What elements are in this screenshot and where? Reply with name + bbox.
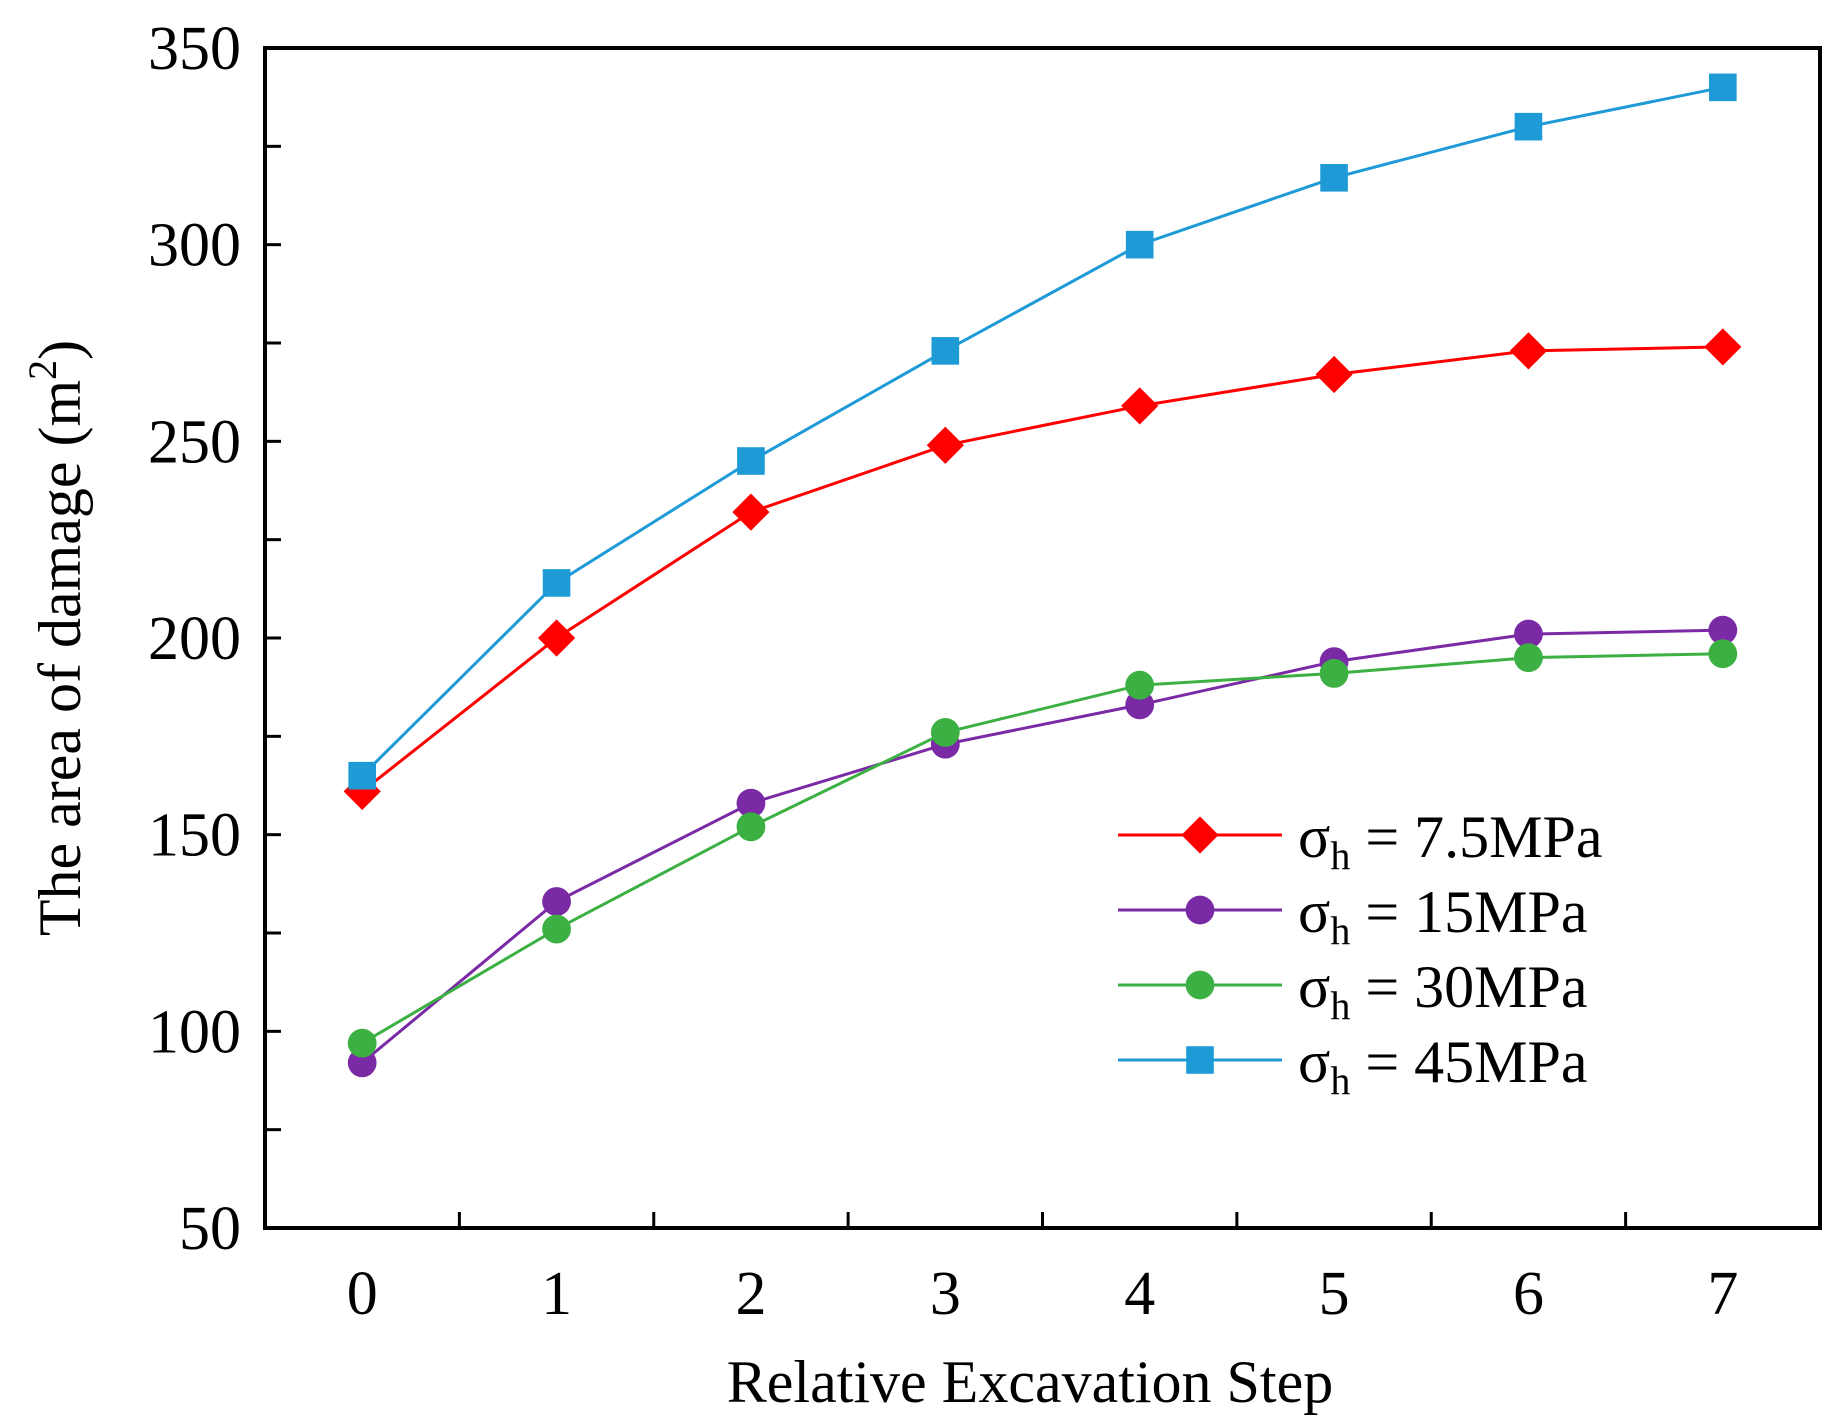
x-tick-label: 1 <box>541 1260 572 1328</box>
data-point-square <box>1125 230 1154 259</box>
y-axis-title-superscript: 2 <box>20 360 65 380</box>
data-point-square <box>1320 164 1348 192</box>
data-point-square <box>1514 112 1543 141</box>
series-line <box>361 652 1723 1045</box>
y-tick-label: 150 <box>148 802 241 870</box>
y-tick-label: 350 <box>148 15 241 83</box>
y-axis-ticks: 50 100 150 200 250 300 350 <box>148 15 281 1263</box>
x-tick-label: 4 <box>1124 1260 1155 1328</box>
data-point-diamond <box>537 619 576 657</box>
y-tick-label: 100 <box>148 998 241 1066</box>
data-point-circle <box>1708 639 1738 669</box>
legend-label: σh = 30MPa <box>1298 954 1588 1028</box>
x-tick-label: 6 <box>1513 1260 1544 1328</box>
legend-item-1: σh = 7.5MPa <box>1118 804 1603 878</box>
data-point-diamond <box>1181 816 1219 854</box>
series-1 <box>343 328 1742 810</box>
data-point-square <box>1186 1046 1214 1074</box>
data-point-circle <box>1185 970 1215 1000</box>
series-3 <box>347 639 1738 1058</box>
data-point-circle <box>736 812 766 842</box>
data-point-circle <box>542 914 571 944</box>
data-point-diamond <box>732 493 770 531</box>
x-tick-label: 0 <box>347 1260 378 1328</box>
legend-item-4: σh = 45MPa <box>1118 1029 1588 1103</box>
data-point-square <box>737 447 765 475</box>
series-line <box>361 345 1723 793</box>
x-axis-ticks: 0 1 2 3 4 5 6 7 <box>347 1212 1738 1328</box>
data-point-circle <box>1125 670 1155 700</box>
y-axis-title-close: ) <box>27 340 93 360</box>
data-point-circle <box>347 1028 377 1058</box>
y-tick-label: 50 <box>179 1195 241 1263</box>
data-point-square <box>348 761 376 790</box>
y-tick-label: 200 <box>148 605 241 673</box>
data-point-circle <box>1185 895 1215 925</box>
legend-item-3: σh = 30MPa <box>1118 954 1588 1028</box>
legend-label: σh = 7.5MPa <box>1298 804 1603 878</box>
data-point-circle <box>1514 619 1543 649</box>
y-axis-title-main: The area of damage (m <box>27 380 93 936</box>
x-tick-label: 5 <box>1319 1260 1350 1328</box>
data-point-circle <box>1708 615 1738 645</box>
data-point-circle <box>1319 659 1349 688</box>
data-point-diamond <box>1509 332 1548 370</box>
x-axis-title: Relative Excavation Step <box>727 1349 1333 1415</box>
data-point-diamond <box>1315 355 1353 394</box>
x-tick-label: 2 <box>735 1260 766 1328</box>
data-point-square <box>542 569 571 597</box>
series-line <box>361 85 1724 777</box>
series-4 <box>348 73 1737 790</box>
series-layer <box>343 73 1742 1078</box>
y-axis-title: The area of damage (m2) <box>20 340 93 936</box>
data-point-diamond <box>343 772 381 810</box>
data-point-square <box>1709 73 1737 102</box>
data-point-circle <box>736 788 766 818</box>
data-point-circle <box>1514 643 1543 673</box>
x-tick-label: 7 <box>1707 1260 1738 1328</box>
legend-label: σh = 45MPa <box>1298 1029 1588 1103</box>
legend-label: σh = 15MPa <box>1298 879 1588 953</box>
data-point-circle <box>930 718 960 747</box>
data-point-circle <box>542 887 571 916</box>
data-point-diamond <box>926 426 964 464</box>
x-tick-label: 3 <box>930 1260 961 1328</box>
data-point-diamond <box>1121 387 1159 425</box>
data-point-square <box>931 337 960 365</box>
y-tick-label: 250 <box>148 408 241 476</box>
legend-item-2: σh = 15MPa <box>1118 879 1588 953</box>
series-line <box>361 628 1723 1064</box>
y-tick-label: 300 <box>148 212 241 280</box>
data-point-diamond <box>1704 328 1742 366</box>
